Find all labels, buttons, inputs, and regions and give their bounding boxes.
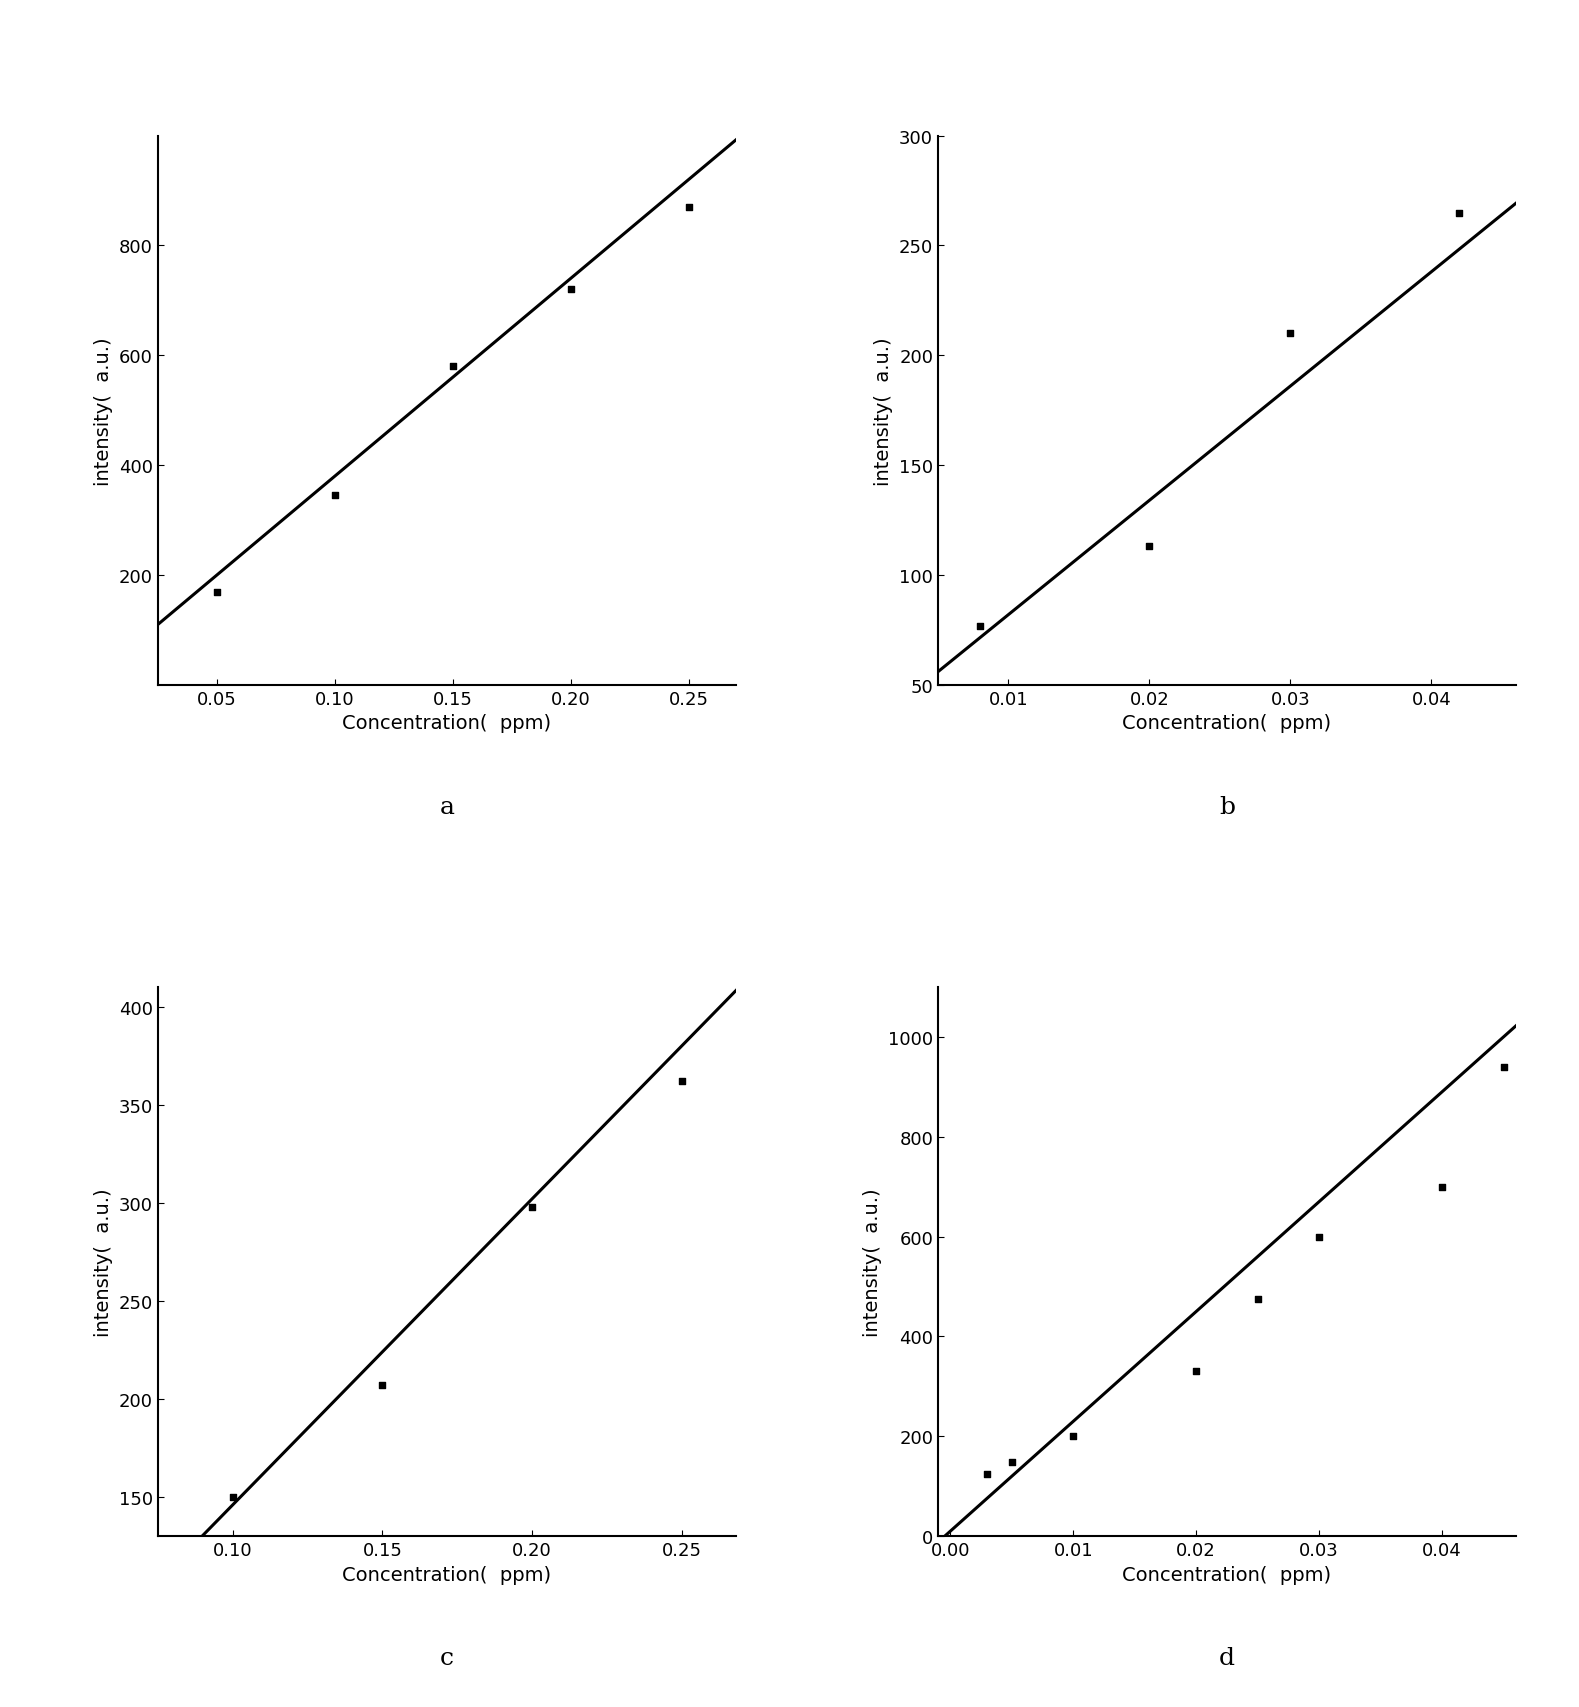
Point [1000,1449,1025,1477]
Y-axis label: intensity(  a.u.): intensity( a.u.) [875,336,894,485]
Point [557,277,583,304]
Point [1244,1285,1270,1313]
Point [1306,1224,1331,1251]
Point [219,1483,245,1511]
Point [1137,534,1162,562]
Text: b: b [1219,795,1235,818]
Point [968,613,993,640]
Point [1491,1053,1516,1081]
Point [974,1459,1000,1487]
Y-axis label: intensity(  a.u.): intensity( a.u.) [95,336,114,485]
X-axis label: Concentration(  ppm): Concentration( ppm) [343,1565,551,1584]
Point [369,1372,395,1400]
X-axis label: Concentration(  ppm): Concentration( ppm) [1123,714,1331,732]
Point [676,195,701,222]
Point [1446,200,1472,227]
Point [1184,1359,1210,1386]
Point [669,1069,695,1096]
Point [1061,1424,1086,1451]
Text: a: a [439,795,455,818]
Point [1277,321,1303,348]
Point [322,483,347,510]
X-axis label: Concentration(  ppm): Concentration( ppm) [343,714,551,732]
Point [519,1193,545,1221]
Text: c: c [441,1646,453,1669]
Text: d: d [1219,1646,1235,1669]
Point [1429,1173,1454,1200]
Point [204,579,229,606]
X-axis label: Concentration(  ppm): Concentration( ppm) [1123,1565,1331,1584]
Y-axis label: intensity(  a.u.): intensity( a.u.) [864,1188,883,1337]
Point [441,353,466,381]
Y-axis label: intensity(  a.u.): intensity( a.u.) [95,1188,114,1337]
